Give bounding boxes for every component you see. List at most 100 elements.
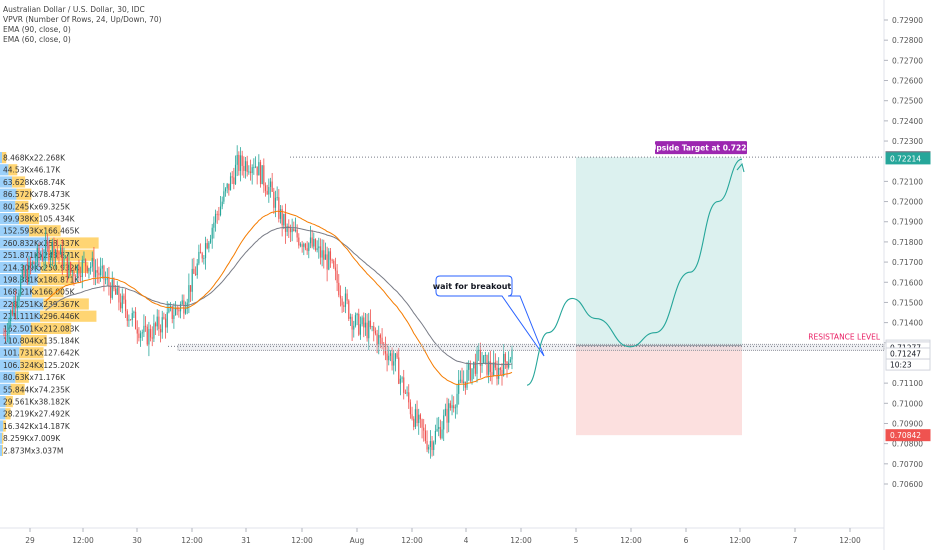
position-zones[interactable] [576, 157, 742, 436]
candle-body [203, 258, 205, 259]
candle-body [359, 324, 362, 335]
candle-body [474, 361, 476, 374]
candle-body [239, 155, 242, 171]
candle-body [201, 253, 203, 259]
candle-body [86, 266, 88, 272]
candle-body [13, 301, 15, 315]
candle-body [43, 258, 45, 261]
resistance-band[interactable] [177, 343, 885, 351]
candles [3, 145, 513, 459]
candle-body [399, 378, 401, 384]
candle-body [116, 287, 118, 295]
volume-profile-up-bar [0, 444, 2, 456]
candle-body [166, 312, 168, 328]
candle-body [409, 402, 411, 415]
candle-body [88, 268, 90, 272]
time-axis[interactable]: 29 12:00 30 12:00 31 12:00 Aug 12:00 4 12:00 5 12:0… [25, 528, 861, 545]
candle-body [509, 359, 511, 363]
volume-profile-down-bar [2, 444, 3, 456]
time-tick-label: 30 [132, 536, 142, 545]
volume-profile-up-bar [0, 335, 22, 347]
candle-body [181, 300, 183, 304]
candle-body [449, 403, 451, 408]
volume-profile-down-bar [8, 164, 18, 176]
price-tag-label: 0.70842 [890, 431, 921, 440]
candle-body [41, 256, 43, 261]
candle-body [294, 229, 297, 232]
candle-body [433, 442, 435, 450]
volume-profile-up-bar [0, 347, 20, 359]
candle-body [164, 318, 167, 328]
candle-body [154, 323, 157, 327]
candle-body [90, 266, 92, 269]
volume-profile-down-bar [5, 396, 13, 408]
time-tick-label: 12:00 [401, 536, 423, 545]
candle-body [40, 256, 42, 258]
candle-body [259, 162, 262, 185]
candle-body [6, 333, 8, 336]
candle-body [479, 349, 481, 366]
price-tick-label: 0.70800 [892, 440, 923, 449]
volume-profile-down-bar [15, 371, 29, 383]
candle-body [163, 317, 165, 319]
candle-body [75, 276, 77, 278]
volume-profile: 8.468Kx22.268K 44.53Kx46.17K 63.628Kx68.74… [0, 152, 99, 456]
candle-body [296, 229, 298, 238]
time-tick-label: 5 [574, 536, 579, 545]
callout-box[interactable] [435, 275, 545, 357]
candle-body [139, 333, 142, 339]
candle-body [384, 345, 386, 354]
time-tick-label: 12:00 [510, 536, 532, 545]
candle-body [48, 245, 50, 261]
indicator-ema-60[interactable]: EMA (60, close, 0) [3, 35, 71, 44]
candle-body [214, 213, 217, 223]
candle-body [408, 392, 410, 403]
price-tick-label: 0.72500 [892, 97, 923, 106]
volume-profile-up-bar [0, 274, 38, 286]
candle-body [45, 241, 47, 259]
candle-body [374, 330, 377, 334]
candle-body [446, 408, 448, 423]
volume-profile-down-bar [37, 274, 74, 286]
candle-body [233, 177, 235, 185]
annotations[interactable]: RESISTANCE LEVEL Upside Target at 0.7222 w… [168, 141, 885, 386]
candle-body [269, 181, 272, 188]
stop-zone[interactable] [576, 345, 742, 436]
price-tick-label: 0.71900 [892, 218, 923, 227]
candle-body [108, 277, 110, 287]
candle-body [426, 440, 428, 450]
target-label-box[interactable] [655, 141, 747, 155]
candle-body [73, 271, 75, 277]
candle-body [196, 263, 198, 276]
candle-body [198, 251, 200, 264]
candle-body [173, 315, 175, 319]
candle-body [404, 392, 406, 394]
volume-profile-label: 228.251Kx239.367K [3, 300, 80, 309]
projection-arrowhead [736, 162, 745, 173]
candle-body [189, 285, 192, 292]
candle-body [50, 254, 52, 261]
projection-curve[interactable] [526, 158, 743, 386]
candle-body [441, 429, 443, 438]
candle-body [361, 317, 363, 325]
candle-body [348, 300, 350, 319]
candle-body [241, 155, 243, 166]
indicator-ema-90[interactable]: EMA (90, close, 0) [3, 25, 71, 34]
volume-profile-up-bar [0, 359, 21, 371]
volume-profile-down-bar [10, 383, 25, 395]
candle-body [136, 329, 138, 334]
candle-body [501, 369, 503, 376]
candle-body [308, 243, 310, 251]
candle-body [238, 154, 240, 171]
candle-body [23, 269, 25, 277]
target-zone[interactable] [576, 157, 742, 346]
volume-profile-label: 8.468Kx22.268K [3, 154, 66, 163]
price-tick-label: 0.71400 [892, 319, 923, 328]
symbol-title[interactable]: Australian Dollar / U.S. Dollar, 30, IDC [3, 5, 145, 14]
volume-profile-label: 8.259Kx7.009K [3, 434, 61, 443]
candle-body [85, 259, 87, 267]
indicator-vpvr[interactable]: VPVR (Number Of Rows, 24, Up/Down, 70) [3, 15, 162, 24]
time-tick-label: 12:00 [72, 536, 94, 545]
price-tick-label: 0.72700 [892, 56, 923, 65]
